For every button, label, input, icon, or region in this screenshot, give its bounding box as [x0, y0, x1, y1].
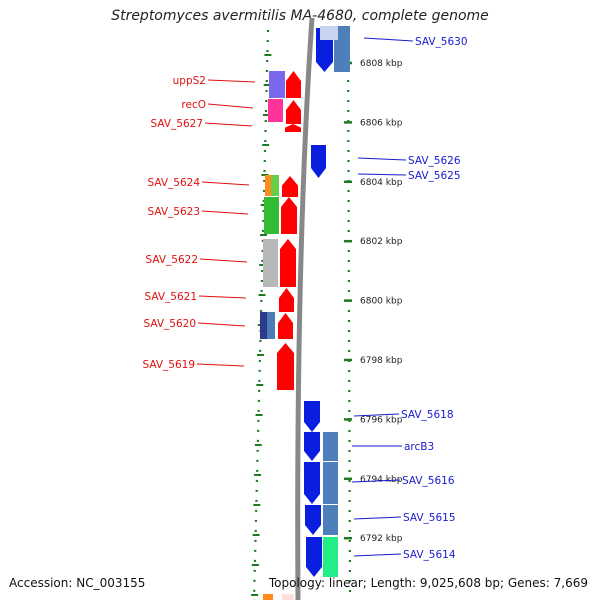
- reverse-leader-line: [357, 157, 407, 161]
- reverse-leader-line: [353, 553, 402, 557]
- reverse-gene-label-sav-5616: SAV_5616: [402, 475, 455, 487]
- map-title: Streptomyces avermitilis MA-4680, comple…: [111, 8, 489, 24]
- ruler-tick-label: 6796 kbp: [360, 415, 403, 425]
- ruler-tick-label: 6808 kbp: [360, 59, 403, 69]
- gene-arrow-sav-5627: [285, 124, 301, 132]
- gene-arrow-sav-5618: [304, 401, 320, 432]
- genome-backbone: [295, 17, 315, 600]
- forward-leader-line: [201, 181, 250, 186]
- gene-arrow-sav-5614: [306, 537, 322, 577]
- ruler-tick-label: 6794 kbp: [360, 475, 403, 485]
- gene-arrow-upps2: [286, 71, 301, 98]
- right-guide-line: [346, 29, 352, 600]
- cog-box-reco: [268, 99, 283, 122]
- gene-arrow-sav-5622: [280, 239, 296, 287]
- cog-box-sav-5624a: [265, 175, 271, 196]
- ruler-tick-label: 6798 kbp: [360, 356, 403, 366]
- forward-leader-line: [198, 295, 247, 299]
- reverse-gene-label-sav-5626: SAV_5626: [408, 155, 461, 167]
- gene-arrow-sav-5620: [278, 313, 293, 339]
- gene-overlap-shade: [320, 26, 338, 40]
- forward-leader-line: [199, 258, 248, 263]
- cog-box-sav-5620a: [260, 312, 267, 339]
- forward-leader-line: [207, 79, 256, 83]
- forward-gene-label-sav-5624: SAV_5624: [147, 177, 200, 189]
- cog-box-sav-5616: [323, 462, 338, 504]
- gene-arrow-sav-5621: [279, 288, 294, 312]
- cog-box-sav-5624b: [271, 175, 279, 196]
- cog-box-bottom-edge: [263, 594, 273, 600]
- cog-box-arcb3: [323, 432, 338, 461]
- ruler-tick-label: 6804 kbp: [360, 178, 403, 188]
- reverse-gene-label-sav-5614: SAV_5614: [403, 549, 456, 561]
- cog-box-upps2: [269, 71, 285, 98]
- forward-gene-label-upps2: uppS2: [173, 75, 206, 87]
- forward-leader-line: [197, 322, 246, 327]
- forward-gene-label-sav-5627: SAV_5627: [150, 118, 203, 130]
- forward-gene-label-sav-5621: SAV_5621: [144, 291, 197, 303]
- gene-arrow-sav-5624: [282, 176, 298, 197]
- reverse-gene-label-arcb3: arcB3: [404, 441, 434, 453]
- cog-box-sav-5615: [323, 505, 338, 535]
- forward-leader-line: [196, 363, 245, 367]
- reverse-leader-line: [351, 479, 401, 483]
- reverse-leader-line: [357, 173, 407, 176]
- forward-gene-label-reco: recO: [181, 99, 206, 111]
- reverse-gene-label-sav-5625: SAV_5625: [408, 170, 461, 182]
- reverse-leader-line: [363, 37, 414, 42]
- gene-arrow-sav-5626: [311, 145, 326, 178]
- forward-gene-label-sav-5619: SAV_5619: [142, 359, 195, 371]
- forward-leader-line: [201, 210, 249, 215]
- gene-arrow-sav-5616: [304, 462, 320, 504]
- cog-box-sav-5622: [263, 239, 278, 287]
- reverse-gene-label-sav-5618: SAV_5618: [401, 409, 454, 421]
- gene-bottom-edge: [282, 594, 294, 600]
- gene-arrow-sav-5623: [281, 197, 297, 234]
- reverse-gene-label-sav-5615: SAV_5615: [403, 512, 456, 524]
- ruler-tick-label: 6792 kbp: [360, 534, 403, 544]
- cog-box-sav-5620b: [267, 312, 275, 339]
- gene-arrow-sav-5619: [277, 343, 294, 390]
- reverse-gene-label-sav-5630: SAV_5630: [415, 36, 468, 48]
- gene-arrow-reco: [286, 100, 301, 124]
- forward-leader-line: [207, 103, 254, 109]
- forward-gene-label-sav-5622: SAV_5622: [145, 254, 198, 266]
- reverse-leader-line: [353, 516, 402, 520]
- forward-leader-line: [204, 122, 253, 127]
- ruler-tick-label: 6800 kbp: [360, 297, 403, 307]
- gene-arrow-sav-5615: [305, 505, 321, 535]
- forward-gene-label-sav-5620: SAV_5620: [143, 318, 196, 330]
- cog-box-sav-5614: [323, 537, 338, 577]
- cog-box-sav-5623: [264, 197, 279, 234]
- gene-arrow-arcb3: [304, 432, 320, 461]
- ruler-tick-label: 6802 kbp: [360, 237, 403, 247]
- accession-text: Accession: NC_003155: [9, 576, 146, 590]
- forward-gene-label-sav-5623: SAV_5623: [147, 206, 200, 218]
- ruler-tick-label: 6806 kbp: [360, 118, 403, 128]
- reverse-leader-line: [353, 413, 400, 417]
- genome-summary-text: Topology: linear; Length: 9,025,608 bp; …: [268, 576, 588, 590]
